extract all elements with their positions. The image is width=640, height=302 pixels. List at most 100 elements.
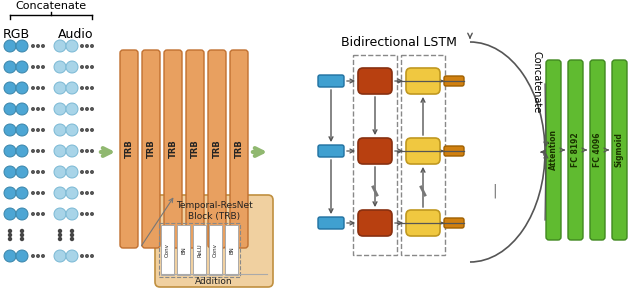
FancyBboxPatch shape	[406, 68, 440, 94]
Circle shape	[86, 87, 88, 89]
Circle shape	[86, 150, 88, 152]
FancyBboxPatch shape	[358, 68, 392, 94]
Bar	[225, 225, 238, 275]
Circle shape	[4, 103, 16, 115]
Circle shape	[86, 255, 88, 257]
Circle shape	[32, 129, 35, 131]
Text: Audio: Audio	[58, 28, 93, 41]
Circle shape	[36, 255, 39, 257]
Circle shape	[32, 192, 35, 194]
Circle shape	[66, 208, 78, 220]
Circle shape	[8, 230, 12, 233]
Circle shape	[58, 230, 61, 233]
Circle shape	[70, 237, 74, 240]
Bar	[401, 55, 445, 255]
Circle shape	[42, 45, 44, 47]
FancyBboxPatch shape	[186, 50, 204, 248]
Circle shape	[32, 108, 35, 110]
Circle shape	[36, 192, 39, 194]
Circle shape	[42, 255, 44, 257]
Circle shape	[81, 213, 83, 215]
Circle shape	[36, 129, 39, 131]
Text: Block (TRB): Block (TRB)	[188, 211, 240, 220]
Circle shape	[91, 255, 93, 257]
FancyBboxPatch shape	[230, 50, 248, 248]
Circle shape	[86, 129, 88, 131]
Circle shape	[86, 213, 88, 215]
Circle shape	[32, 45, 35, 47]
FancyBboxPatch shape	[358, 210, 392, 236]
Text: TRB: TRB	[147, 140, 156, 158]
Circle shape	[91, 66, 93, 68]
Circle shape	[58, 237, 61, 240]
Bar	[159, 223, 240, 277]
Circle shape	[36, 108, 39, 110]
Circle shape	[91, 150, 93, 152]
Text: TRB: TRB	[212, 140, 221, 158]
Circle shape	[20, 230, 24, 233]
Circle shape	[16, 250, 28, 262]
Circle shape	[4, 61, 16, 73]
Circle shape	[36, 45, 39, 47]
Circle shape	[42, 150, 44, 152]
Circle shape	[66, 103, 78, 115]
Circle shape	[66, 82, 78, 94]
Circle shape	[42, 192, 44, 194]
Text: Bidirectional LSTM: Bidirectional LSTM	[341, 37, 457, 50]
Circle shape	[66, 124, 78, 136]
Circle shape	[86, 66, 88, 68]
Circle shape	[54, 61, 66, 73]
Text: Sigmoid: Sigmoid	[615, 133, 624, 167]
Circle shape	[36, 150, 39, 152]
Circle shape	[81, 87, 83, 89]
Circle shape	[16, 124, 28, 136]
Circle shape	[86, 108, 88, 110]
Circle shape	[16, 82, 28, 94]
Circle shape	[16, 103, 28, 115]
Circle shape	[32, 255, 35, 257]
Circle shape	[54, 124, 66, 136]
FancyBboxPatch shape	[612, 60, 627, 240]
Circle shape	[54, 166, 66, 178]
Bar	[161, 225, 174, 275]
Circle shape	[4, 187, 16, 199]
Text: TRB: TRB	[168, 140, 177, 158]
FancyBboxPatch shape	[208, 50, 226, 248]
Circle shape	[54, 208, 66, 220]
Circle shape	[36, 213, 39, 215]
Text: ReLU: ReLU	[197, 243, 202, 257]
Text: Addition: Addition	[195, 278, 233, 287]
Text: Attention: Attention	[549, 130, 558, 171]
Circle shape	[16, 145, 28, 157]
Circle shape	[91, 45, 93, 47]
Text: |: |	[493, 184, 497, 198]
FancyBboxPatch shape	[406, 138, 440, 164]
Circle shape	[16, 61, 28, 73]
Circle shape	[32, 213, 35, 215]
Text: Conv: Conv	[165, 243, 170, 257]
Circle shape	[8, 233, 12, 236]
FancyBboxPatch shape	[444, 218, 464, 228]
Circle shape	[81, 150, 83, 152]
FancyBboxPatch shape	[120, 50, 138, 248]
Circle shape	[20, 233, 24, 236]
Circle shape	[81, 129, 83, 131]
Circle shape	[70, 230, 74, 233]
Text: FC 8192: FC 8192	[571, 133, 580, 167]
Text: Concatenate: Concatenate	[532, 51, 542, 113]
Circle shape	[81, 171, 83, 173]
FancyBboxPatch shape	[406, 210, 440, 236]
Text: BN: BN	[229, 246, 234, 254]
FancyBboxPatch shape	[590, 60, 605, 240]
Circle shape	[66, 166, 78, 178]
Circle shape	[66, 145, 78, 157]
Circle shape	[36, 87, 39, 89]
FancyBboxPatch shape	[142, 50, 160, 248]
Text: BN: BN	[181, 246, 186, 254]
FancyBboxPatch shape	[318, 217, 344, 229]
Circle shape	[16, 208, 28, 220]
Circle shape	[4, 124, 16, 136]
FancyBboxPatch shape	[358, 138, 392, 164]
Circle shape	[66, 250, 78, 262]
FancyBboxPatch shape	[318, 145, 344, 157]
